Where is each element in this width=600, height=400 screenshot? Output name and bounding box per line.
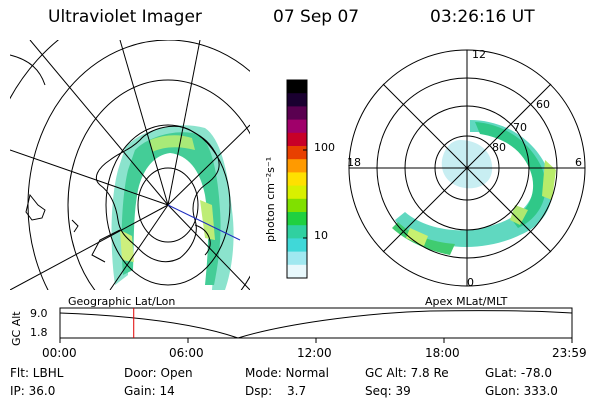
glon-info: GLon: 333.0 bbox=[485, 384, 558, 398]
colorbar-segment bbox=[287, 198, 307, 213]
colorbar-segment bbox=[287, 238, 307, 253]
colorbar-segment bbox=[287, 251, 307, 266]
colorbar-segment bbox=[287, 93, 307, 107]
glat-info: GLat: -78.0 bbox=[485, 366, 552, 380]
altitude-ytick-low: 1.8 bbox=[30, 326, 48, 339]
mlt-label-18: 18 bbox=[347, 156, 361, 169]
colorbar-outline bbox=[286, 79, 308, 279]
dsp-label: Dsp: bbox=[245, 384, 273, 398]
door-info: Door: Open bbox=[124, 366, 193, 380]
colorbar-unit-label: photon cm⁻²s⁻¹ bbox=[264, 156, 277, 242]
colorbar-segment bbox=[287, 172, 307, 187]
dsp-value: 3.7 bbox=[287, 384, 307, 398]
geo-meridians bbox=[10, 40, 250, 290]
mag-grid bbox=[348, 49, 586, 287]
xtick-1200: 12:00 bbox=[297, 346, 332, 360]
colorbar-segment bbox=[287, 185, 307, 200]
geo-track-line bbox=[167, 204, 241, 241]
colorbar-tick-100: 100 bbox=[314, 141, 335, 154]
header-time: 03:26:16 UT bbox=[430, 7, 535, 27]
mode-info: Mode: Normal bbox=[245, 366, 329, 380]
altitude-ylabel: GC Alt bbox=[10, 311, 23, 346]
altitude-plot bbox=[59, 307, 573, 343]
geo-coastlines bbox=[10, 54, 220, 263]
geographic-image bbox=[10, 40, 250, 290]
apex-image bbox=[348, 49, 586, 287]
gain-info: Gain: 14 bbox=[124, 384, 175, 398]
colorbar-segment bbox=[287, 146, 307, 160]
filter-info: Flt: LBHL bbox=[10, 366, 64, 380]
ip-info: IP: 36.0 bbox=[10, 384, 56, 398]
altitude-curve bbox=[59, 310, 573, 339]
seq-info: Seq: 39 bbox=[365, 384, 411, 398]
colorbar-segment bbox=[287, 80, 307, 94]
altitude-ticks bbox=[59, 338, 573, 343]
colorbar-segment bbox=[287, 132, 307, 147]
xtick-0600: 06:00 bbox=[169, 346, 204, 360]
gc-alt-info: GC Alt: 7.8 Re bbox=[365, 366, 449, 380]
mlat-label-70: 70 bbox=[513, 121, 527, 134]
xtick-2359: 23:59 bbox=[552, 346, 587, 360]
colorbar-segment bbox=[287, 119, 307, 134]
mlt-label-0: 0 bbox=[467, 276, 474, 289]
geo-panel-label: Geographic Lat/Lon bbox=[68, 295, 176, 308]
colorbar-tick-10: 10 bbox=[314, 229, 328, 242]
colorbar bbox=[286, 79, 308, 279]
colorbar-segment bbox=[287, 106, 307, 121]
colorbar-segment bbox=[287, 264, 307, 279]
mag-panel-label: Apex MLat/MLT bbox=[425, 295, 508, 308]
colorbar-segment bbox=[287, 212, 307, 226]
mlt-label-6: 6 bbox=[575, 156, 582, 169]
colorbar-segment bbox=[287, 225, 307, 239]
instrument-title: Ultraviolet Imager bbox=[48, 7, 202, 27]
mlt-label-12: 12 bbox=[472, 48, 486, 61]
xtick-0000: 00:00 bbox=[42, 346, 77, 360]
mlat-label-60: 60 bbox=[536, 98, 550, 111]
xtick-1800: 18:00 bbox=[425, 346, 460, 360]
header-date: 07 Sep 07 bbox=[273, 7, 360, 27]
colorbar-segment bbox=[287, 159, 307, 173]
mlat-label-80: 80 bbox=[492, 141, 506, 154]
altitude-ytick-high: 9.0 bbox=[30, 307, 48, 320]
